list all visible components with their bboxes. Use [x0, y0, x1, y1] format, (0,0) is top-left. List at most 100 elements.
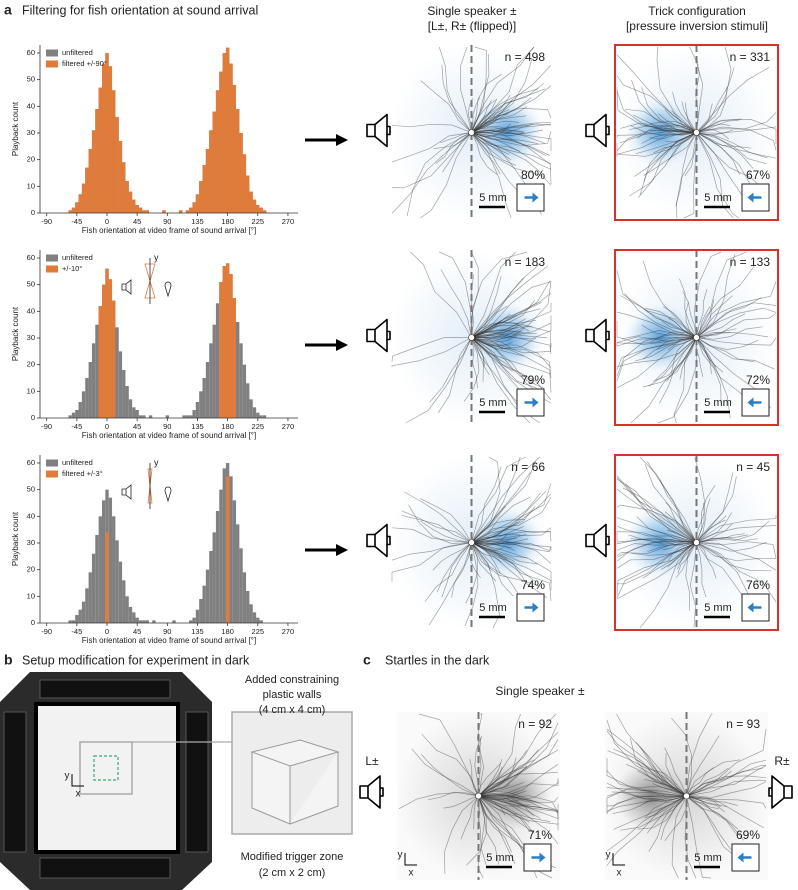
trajectory — [620, 795, 687, 831]
histogram-bar — [122, 370, 126, 418]
trajectory — [471, 111, 496, 133]
trajectory — [478, 771, 559, 797]
histogram-bar — [215, 511, 220, 623]
histogram-bar — [205, 362, 210, 418]
scale-bar-label: 5 mm — [694, 852, 722, 864]
speaker-block — [39, 679, 171, 699]
trajectory — [471, 132, 512, 161]
histogram-bar — [132, 407, 136, 418]
trajectory — [613, 795, 687, 830]
axis-glyph-label: x — [409, 868, 414, 879]
trajectory — [616, 525, 697, 543]
trajectory — [471, 337, 525, 357]
x-tick-label: 90 — [163, 627, 171, 636]
trajectory — [629, 125, 697, 134]
histogram-bar — [209, 130, 213, 213]
direction-arrow-head — [747, 602, 754, 613]
trajectory — [401, 510, 472, 543]
trajectory — [478, 795, 512, 853]
histogram-bar — [185, 415, 190, 418]
trajectory — [631, 542, 697, 556]
trajectory — [671, 110, 697, 133]
histogram-bar — [115, 117, 119, 213]
speaker-icon — [366, 113, 391, 148]
trajectory — [471, 542, 543, 588]
histogram-bar — [229, 63, 233, 213]
trajectory — [471, 333, 548, 339]
trajectory — [471, 280, 552, 339]
sample-size: n = 45 — [736, 460, 770, 474]
trajectory — [696, 328, 737, 338]
fish-origin — [693, 334, 700, 341]
trajectory — [391, 542, 472, 561]
trajectory — [696, 337, 777, 346]
trajectory — [649, 120, 697, 133]
trajectory — [471, 471, 531, 543]
percent-label: 67% — [746, 168, 770, 182]
trajectory — [679, 278, 697, 338]
sample-size: n = 93 — [726, 717, 760, 731]
histogram-bar — [249, 604, 253, 623]
trajectory — [696, 289, 708, 338]
direction-arrow-head — [539, 852, 546, 863]
trajectory — [616, 132, 697, 157]
trajectory — [616, 311, 697, 338]
trajectory — [471, 129, 544, 135]
density-glow — [624, 507, 697, 578]
trajectory — [696, 86, 728, 133]
trajectory — [471, 132, 501, 175]
trajectory — [641, 87, 697, 133]
trajectory — [655, 337, 697, 381]
histogram-bar — [212, 532, 216, 623]
y-tick-label: 40 — [27, 306, 35, 315]
trajectory — [686, 759, 767, 797]
trajectory — [471, 542, 502, 563]
histogram-bar — [71, 412, 76, 418]
trajectory — [464, 542, 479, 627]
trajectory — [657, 337, 697, 424]
legend-swatch — [46, 470, 58, 478]
trajectory — [443, 795, 479, 809]
histogram-bar — [135, 410, 139, 418]
trajectory — [639, 542, 697, 629]
trajectory — [478, 795, 535, 833]
trajectory — [630, 125, 697, 136]
trajectory — [666, 530, 697, 543]
histogram-bar — [108, 279, 113, 418]
histogram-bar — [81, 601, 86, 623]
trajectory — [471, 337, 545, 399]
scale-bar-label: 5 mm — [704, 192, 732, 204]
trajectory — [478, 795, 506, 816]
trajectory — [696, 132, 769, 195]
histogram-bar — [225, 263, 230, 418]
histogram-bar — [209, 343, 213, 418]
speaker-label: R± — [774, 754, 790, 768]
speaker-icon — [585, 318, 610, 353]
x-tick-label: 0 — [105, 422, 109, 431]
trajectory — [471, 542, 521, 545]
histogram-bar — [68, 210, 72, 213]
x-tick-label: 180 — [221, 217, 234, 226]
histogram-bar — [236, 109, 240, 213]
trajectory — [478, 795, 559, 818]
histogram-bar — [95, 109, 99, 213]
trajectory — [665, 132, 697, 143]
trajectory — [668, 317, 697, 338]
trajectory — [471, 483, 552, 543]
trajectory — [436, 542, 472, 592]
trajectory — [620, 295, 697, 338]
trajectory — [478, 792, 533, 802]
trajectory — [639, 132, 697, 195]
inset-label: (4 cm x 4 cm) — [259, 704, 326, 716]
trajectory — [696, 485, 716, 543]
trajectory — [646, 795, 687, 834]
density-glow — [624, 97, 697, 168]
trajectory — [471, 466, 502, 543]
trajectory — [696, 123, 731, 133]
x-tick-label: 45 — [133, 422, 141, 431]
trajectory — [616, 90, 697, 133]
trajectory — [471, 337, 485, 367]
arena — [34, 702, 180, 854]
